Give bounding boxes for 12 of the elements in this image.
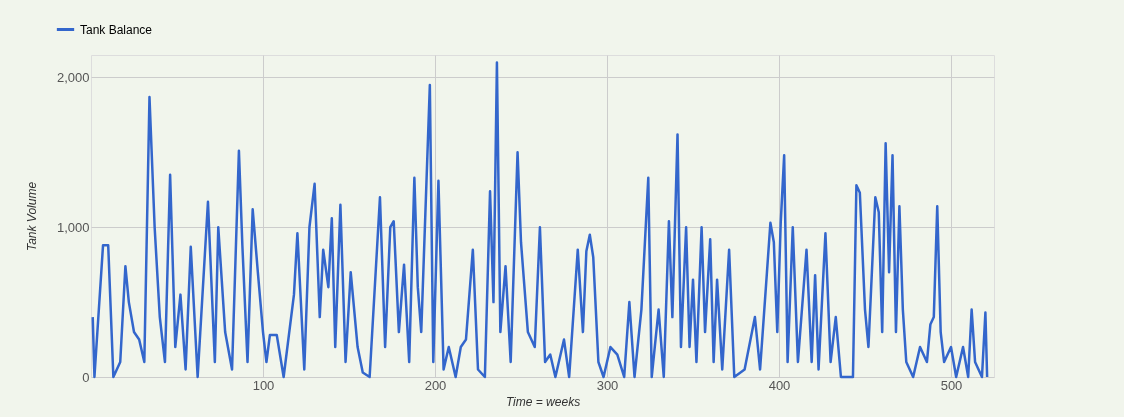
x-tick-label: 100 [252,377,275,393]
legend-label: Tank Balance [80,22,153,37]
y-axis-title: Tank Volume [24,181,39,252]
y-tick-label: 0 [82,369,90,385]
x-tick-label: 200 [424,377,447,393]
x-tick-label: 400 [768,377,791,393]
x-tick-label: 500 [940,377,963,393]
y-tick-label: 2,000 [56,69,90,85]
x-axis-title: Time = weeks [505,394,581,409]
y-tick-label: 1,000 [56,219,90,235]
line-series [91,61,989,379]
x-tick-label: 300 [596,377,619,393]
